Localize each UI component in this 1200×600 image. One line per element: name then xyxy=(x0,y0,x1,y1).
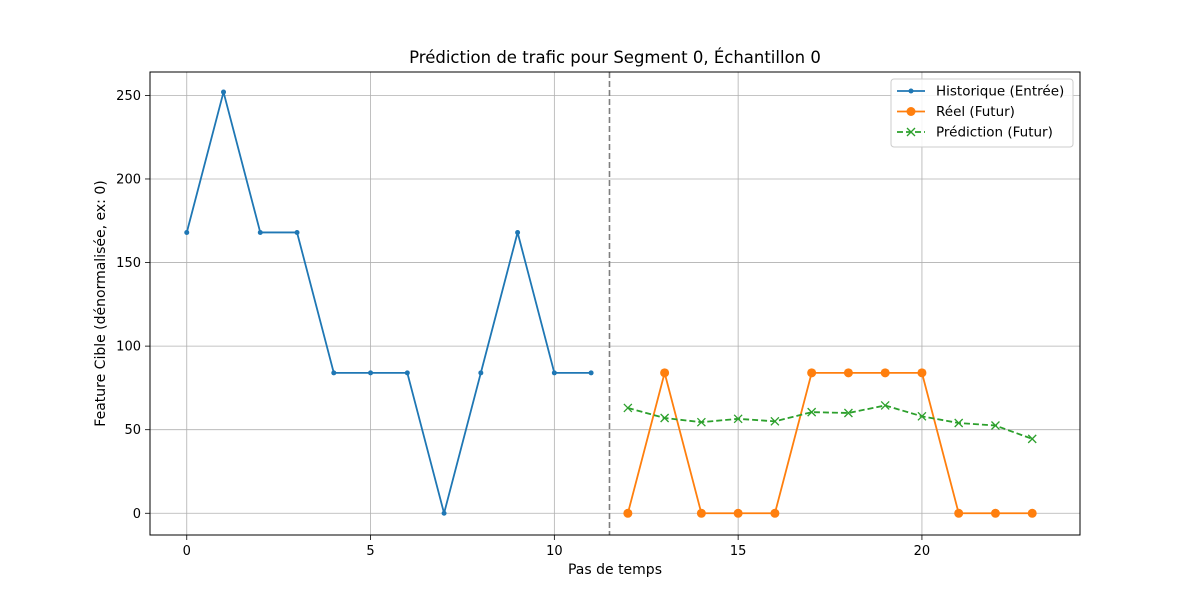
data-point xyxy=(404,370,410,376)
data-point xyxy=(696,417,706,427)
data-point xyxy=(660,413,670,423)
legend-label: Prédiction (Futur) xyxy=(936,125,1053,141)
x-marker-stroke xyxy=(906,127,916,137)
legend-box xyxy=(890,78,1074,148)
legend-marker xyxy=(908,88,914,94)
y-tick-label: 200 xyxy=(116,172,141,187)
data-point xyxy=(588,370,594,376)
series-line xyxy=(626,371,1033,515)
x-tick-label: 5 xyxy=(366,544,374,559)
data-point xyxy=(294,229,300,235)
y-tick-label: 0 xyxy=(133,507,141,522)
legend-marker xyxy=(906,127,916,137)
legend-item: Prédiction (Futur) xyxy=(897,125,1053,141)
x-marker-stroke xyxy=(843,408,853,418)
x-marker-stroke xyxy=(880,401,890,410)
data-point xyxy=(257,229,263,235)
data-point xyxy=(368,370,374,376)
data-point xyxy=(1027,508,1037,518)
legend: Historique (Entrée) Réel (Futur) Prédictio… xyxy=(890,78,1074,148)
y-tick-label: 150 xyxy=(116,256,141,271)
data-point xyxy=(843,408,853,418)
x-tick-label: 20 xyxy=(914,544,931,559)
x-marker-stroke xyxy=(807,407,817,417)
data-point xyxy=(880,401,890,410)
data-point xyxy=(990,421,1000,430)
y-tick-label: 50 xyxy=(124,423,141,438)
series-2 xyxy=(623,401,1037,444)
data-point xyxy=(770,508,780,518)
x-tick-label: 0 xyxy=(183,544,191,559)
legend-label: Historique (Entrée) xyxy=(936,84,1064,100)
x-marker-stroke xyxy=(1027,434,1037,444)
legend-item: Historique (Entrée) xyxy=(897,84,1064,100)
data-point xyxy=(623,508,633,518)
plot-frame xyxy=(149,71,1081,536)
series-line xyxy=(185,91,592,515)
data-point xyxy=(807,368,817,378)
data-point xyxy=(551,370,557,376)
grid xyxy=(150,72,1080,535)
x-marker-stroke xyxy=(660,413,670,423)
x-marker-stroke xyxy=(917,411,927,421)
data-point xyxy=(696,508,706,518)
data-point xyxy=(990,508,1000,518)
data-point xyxy=(623,403,633,413)
data-point xyxy=(331,370,337,376)
data-point xyxy=(954,418,964,428)
data-point xyxy=(733,508,743,518)
data-point xyxy=(221,89,227,95)
data-point xyxy=(1027,434,1037,444)
data-point xyxy=(917,368,927,378)
x-marker-stroke xyxy=(954,418,964,428)
data-point xyxy=(954,508,964,518)
chart-title: Prédiction de trafic pour Segment 0, Éch… xyxy=(409,48,821,67)
legend-item: Réel (Futur) xyxy=(897,104,1015,120)
y-axis-label: Feature Cible (dénormalisée, ex: 0) xyxy=(93,180,109,426)
data-point xyxy=(660,368,670,378)
series-0 xyxy=(184,89,594,516)
y-tick-label: 100 xyxy=(116,340,141,355)
data-point xyxy=(515,229,521,235)
x-marker-stroke xyxy=(990,421,1000,430)
x-marker-stroke xyxy=(770,416,780,426)
series-line xyxy=(627,404,1033,440)
data-point xyxy=(184,229,190,235)
data-point xyxy=(441,510,447,516)
x-tick-label: 10 xyxy=(546,544,563,559)
x-marker-stroke xyxy=(733,414,743,424)
series-layer xyxy=(184,89,1037,518)
data-point xyxy=(733,414,743,424)
x-marker-stroke xyxy=(623,403,633,413)
data-point xyxy=(807,407,817,417)
x-axis-label: Pas de temps xyxy=(568,562,662,578)
x-marker-stroke xyxy=(696,417,706,427)
data-point xyxy=(917,411,927,421)
x-tick-label: 15 xyxy=(730,544,747,559)
series-1 xyxy=(623,368,1037,518)
y-tick-label: 250 xyxy=(116,89,141,104)
legend-label: Réel (Futur) xyxy=(936,104,1015,120)
data-point xyxy=(843,368,853,378)
data-point xyxy=(770,416,780,426)
legend-marker xyxy=(906,107,916,116)
data-point xyxy=(880,368,890,378)
data-point xyxy=(478,370,484,376)
